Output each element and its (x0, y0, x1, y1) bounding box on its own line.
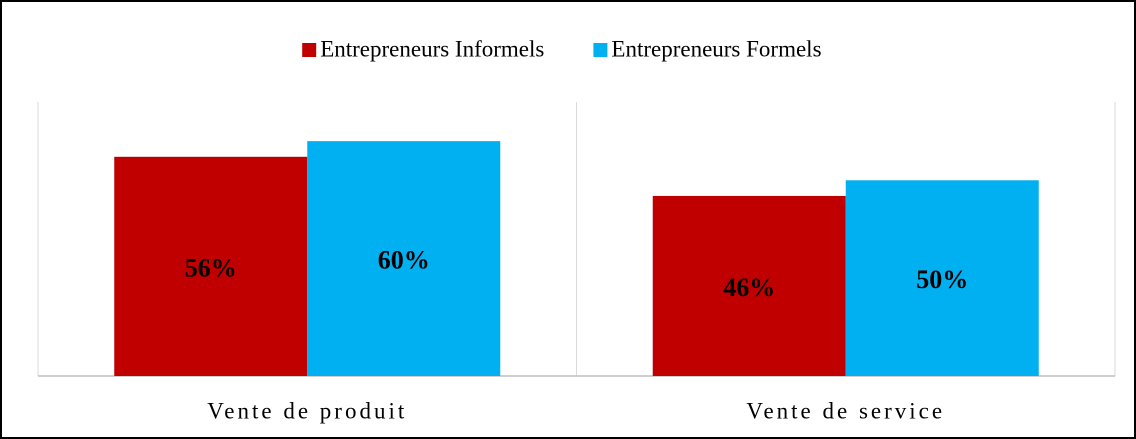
legend-label: Entrepreneurs Informels (320, 36, 544, 61)
x-tick-label: Vente de produit (207, 398, 407, 423)
data-label: 50% (916, 265, 968, 294)
x-tick-label: Vente de service (746, 398, 945, 423)
bar (307, 141, 501, 376)
data-label: 60% (378, 246, 430, 275)
bar (845, 180, 1039, 376)
legend-swatch (302, 43, 317, 57)
legend-label: Entrepreneurs Formels (611, 36, 821, 61)
data-label: 46% (723, 273, 775, 302)
bar (114, 156, 308, 376)
data-label: 56% (185, 253, 237, 282)
bar (652, 195, 846, 376)
legend-swatch (593, 43, 608, 57)
